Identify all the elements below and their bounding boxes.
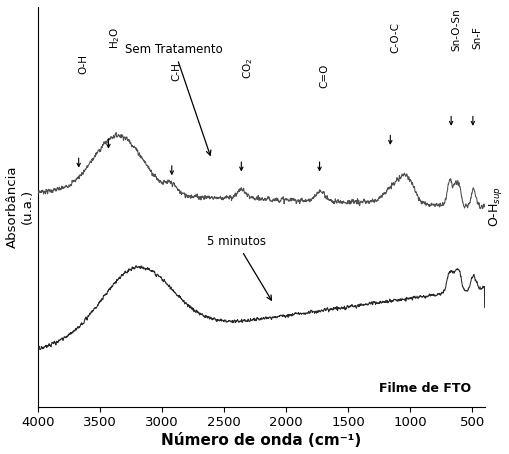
Text: H$_2$O: H$_2$O (108, 26, 122, 49)
Text: 5 minutos: 5 minutos (207, 235, 271, 300)
Text: O-H: O-H (78, 54, 89, 74)
Text: Filme de FTO: Filme de FTO (378, 382, 470, 395)
Text: C=O: C=O (319, 63, 329, 88)
Text: C-O-C: C-O-C (389, 22, 400, 53)
Text: Sem Tratamento: Sem Tratamento (125, 44, 223, 155)
X-axis label: Número de onda (cm⁻¹): Número de onda (cm⁻¹) (161, 434, 360, 449)
Text: Sn-O-Sn: Sn-O-Sn (450, 9, 460, 51)
Text: CO$_2$: CO$_2$ (241, 57, 254, 79)
Text: Sn-F: Sn-F (472, 26, 482, 49)
Y-axis label: Absorbância
(u.a.): Absorbância (u.a.) (6, 166, 34, 248)
Text: C-H: C-H (172, 62, 181, 81)
Y-axis label: O-H$_{sup}$: O-H$_{sup}$ (487, 186, 503, 227)
